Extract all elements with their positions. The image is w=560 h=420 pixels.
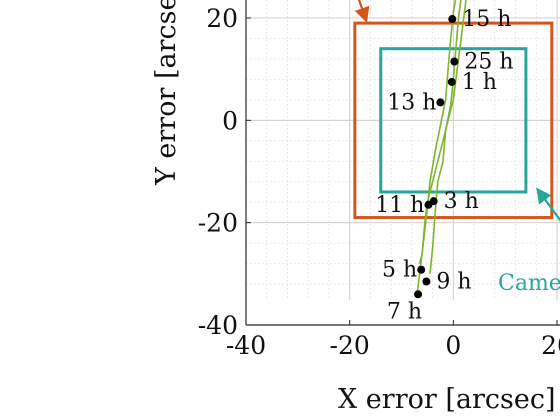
hour-point (414, 290, 423, 299)
x-axis-label: X error [arcsec] (338, 384, 556, 415)
camera-box-label: Came (498, 271, 560, 296)
boxes (353, 21, 554, 220)
hour-label: 3 h (444, 189, 479, 214)
x-tick-label: -40 (226, 331, 266, 360)
hour-point (417, 265, 426, 274)
y-tick-label: 0 (222, 106, 238, 135)
trajectory-line-3 (416, 0, 457, 295)
x-tick-label: 0 (445, 331, 461, 360)
y-tick-label: 20 (206, 4, 238, 33)
trajectory-line-1 (418, 0, 467, 264)
camera-box-arrow (536, 187, 560, 222)
hour-label: 13 h (387, 90, 436, 115)
axes: -40 -20 0 20 -40 -20 0 20 (198, 0, 560, 360)
hour-label: 5 h (382, 258, 417, 283)
hour-point (448, 15, 457, 24)
outer-box (353, 21, 554, 220)
x-tick-label: 20 (541, 331, 560, 360)
hour-point (429, 197, 438, 206)
hour-label: 25 h (464, 49, 513, 74)
outer-box-arrow (354, 0, 370, 23)
x-tick-label: -20 (330, 331, 370, 360)
y-tick-label: -40 (198, 311, 238, 340)
hour-points: 15 h 25 h1 h 13 h 11 h 3 h 5 h 9 h 7 h (375, 7, 513, 324)
hour-point (422, 277, 431, 286)
grid (246, 0, 560, 300)
camera-box (379, 47, 528, 194)
trajectories (416, 0, 467, 295)
y-tick-label: -20 (198, 209, 238, 238)
hour-point (450, 57, 459, 66)
arrows (354, 0, 560, 222)
hour-label: 9 h (436, 270, 471, 295)
hour-label: 7 h (387, 299, 422, 324)
y-axis-label: Y error [arcsec] (151, 0, 182, 186)
hour-point (436, 98, 445, 107)
hour-label: 11 h (375, 193, 424, 218)
trajectory-line-2 (429, 0, 462, 274)
hour-label: 1 h (462, 70, 497, 95)
hour-label: 15 h (462, 7, 511, 32)
hour-point (447, 77, 456, 86)
